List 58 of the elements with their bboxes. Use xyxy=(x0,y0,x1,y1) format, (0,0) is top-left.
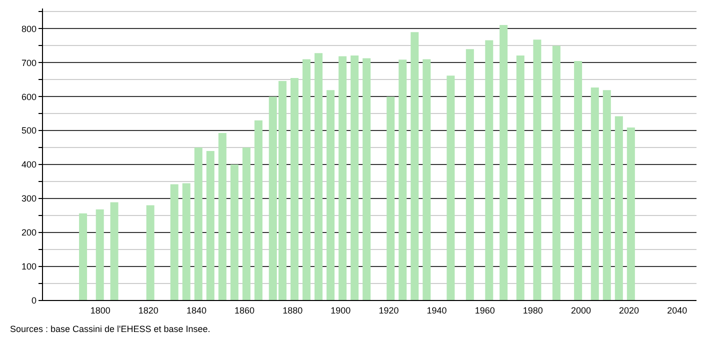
bar xyxy=(516,56,524,300)
y-tick-label: 300 xyxy=(21,194,36,204)
bar xyxy=(466,49,474,300)
bar xyxy=(386,96,395,300)
bar xyxy=(574,60,582,300)
bar xyxy=(422,59,431,300)
x-tick-label: 1840 xyxy=(186,306,206,316)
bar xyxy=(533,40,542,300)
x-tick-label: 1800 xyxy=(90,306,110,316)
bar xyxy=(146,205,154,300)
y-tick-label: 700 xyxy=(21,58,36,68)
bar xyxy=(182,183,190,300)
x-tick-label: 2000 xyxy=(570,306,591,316)
y-tick-label: 0 xyxy=(31,296,36,306)
y-tick-label: 800 xyxy=(21,24,36,34)
x-tick-label: 1940 xyxy=(426,306,447,316)
y-tick-label: 100 xyxy=(21,262,36,272)
bar xyxy=(254,120,262,300)
source-note: Sources : base Cassini de l'EHESS et base Insee. xyxy=(10,324,210,334)
bar xyxy=(194,148,202,300)
bar xyxy=(170,184,178,300)
bar xyxy=(626,128,635,300)
bar xyxy=(485,40,494,300)
bar xyxy=(500,24,508,300)
y-tick-label: 600 xyxy=(21,92,36,102)
bar xyxy=(446,76,455,300)
x-tick-label: 1900 xyxy=(330,306,351,316)
bar xyxy=(110,202,118,300)
bar xyxy=(206,150,214,300)
y-tick-label: 500 xyxy=(21,126,36,136)
x-tick-label: 2020 xyxy=(619,306,640,316)
bar xyxy=(230,164,238,300)
bar xyxy=(218,132,226,300)
bar xyxy=(410,32,419,300)
bar xyxy=(602,90,611,300)
x-tick-label: 1920 xyxy=(378,306,399,316)
x-tick-label: 2040 xyxy=(667,306,688,316)
bar xyxy=(614,116,623,300)
x-tick-label: 1860 xyxy=(234,306,255,316)
bar xyxy=(242,148,250,300)
bar xyxy=(79,213,88,300)
y-tick-label: 200 xyxy=(21,228,36,238)
x-tick-label: 1980 xyxy=(522,306,543,316)
x-tick-label: 1960 xyxy=(474,306,495,316)
y-tick-label: 400 xyxy=(21,160,36,170)
bar xyxy=(302,59,311,300)
bar xyxy=(552,46,560,300)
bar xyxy=(326,90,335,300)
bar xyxy=(338,56,347,300)
bar xyxy=(362,58,371,300)
bar xyxy=(314,53,323,300)
bar xyxy=(350,56,359,300)
x-tick-label: 1820 xyxy=(138,306,158,316)
bar xyxy=(398,60,407,300)
bar xyxy=(290,78,299,300)
x-tick-label: 1880 xyxy=(282,306,303,316)
bar xyxy=(96,209,104,300)
bar xyxy=(590,87,599,300)
